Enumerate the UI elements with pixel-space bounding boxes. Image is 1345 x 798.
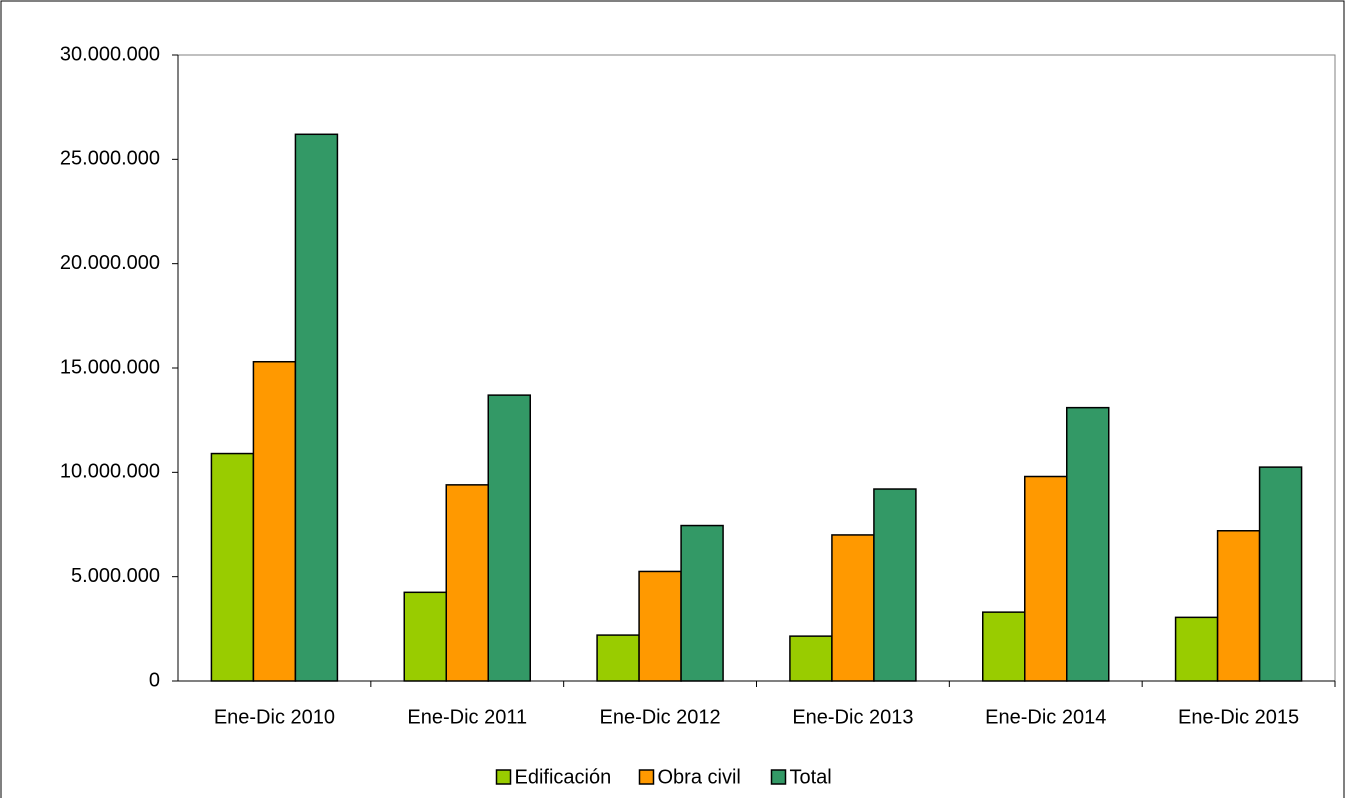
bar: [403, 591, 447, 682]
x-tick-label: Ene-Dic 2013: [792, 706, 913, 728]
legend-label: Obra civil: [658, 766, 741, 788]
x-tick-label: Ene-Dic 2010: [214, 706, 335, 728]
x-tick-label: Ene-Dic 2015: [1178, 706, 1299, 728]
bar: [982, 611, 1026, 682]
bar: [252, 360, 297, 682]
y-tick-label: 15.000.000: [60, 356, 160, 378]
bar: [445, 484, 489, 682]
bar: [873, 488, 917, 682]
bar: [638, 570, 682, 682]
x-tick-label: Ene-Dic 2012: [599, 706, 720, 728]
x-tick-label: Ene-Dic 2014: [985, 706, 1106, 728]
y-tick-label: 20.000.000: [60, 252, 160, 274]
plot-border: [178, 54, 1336, 681]
legend-label: Edificación: [515, 766, 612, 788]
bar: [210, 452, 255, 682]
y-tick-label: 5.000.000: [71, 565, 160, 587]
bar: [831, 534, 875, 682]
y-tick-label: 30.000.000: [60, 43, 160, 65]
bar: [1024, 475, 1068, 682]
bar: [487, 394, 531, 682]
bar: [596, 634, 640, 682]
bar: [1258, 466, 1303, 682]
bar: [1066, 406, 1110, 682]
legend-swatch: [495, 769, 512, 785]
legend-swatch: [770, 769, 787, 785]
y-tick-label: 0: [149, 669, 160, 691]
legend-swatch: [638, 769, 655, 785]
bar: [1174, 616, 1219, 682]
bar: [294, 133, 339, 682]
bar: [789, 635, 833, 682]
legend-label: Total: [790, 766, 832, 788]
y-tick-label: 10.000.000: [60, 461, 160, 483]
bar: [1216, 530, 1261, 682]
x-tick-label: Ene-Dic 2011: [407, 706, 527, 728]
y-tick-label: 25.000.000: [60, 148, 160, 170]
bar: [680, 524, 724, 682]
